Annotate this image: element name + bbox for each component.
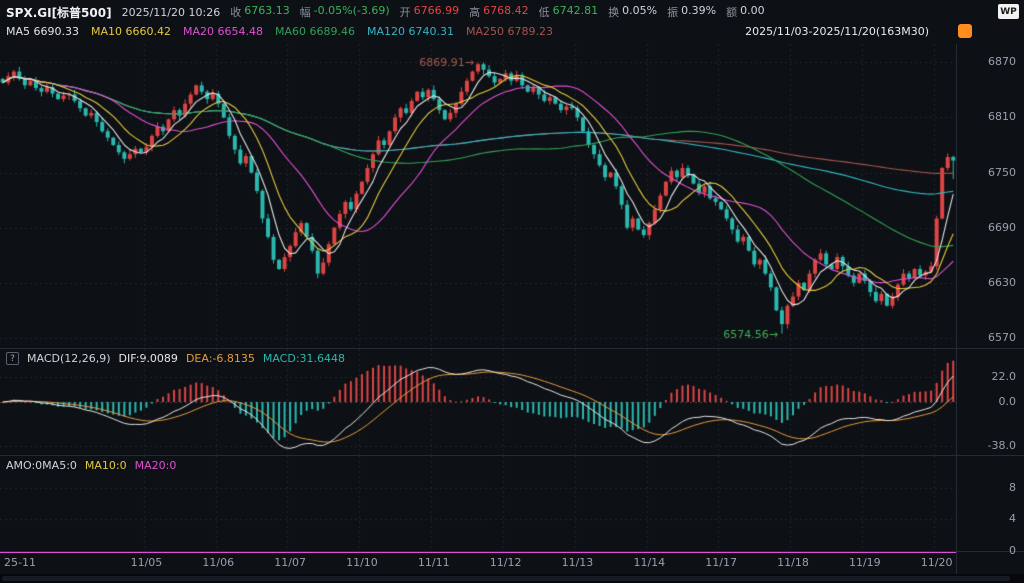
ma-indicator-row: MA5 6690.33 MA10 6660.42 MA20 6654.48 MA60 … [6, 23, 553, 39]
quote-field: 换 0.05% [608, 4, 658, 19]
macd-panel-canvas[interactable] [0, 349, 956, 455]
date-label: 11/10 [346, 556, 378, 569]
date-label: 11/18 [777, 556, 809, 569]
symbol-name[interactable]: SPX.GI[标普500] [6, 5, 112, 20]
panel-divider [0, 348, 1024, 349]
ma-label: MA120 6740.31 [367, 24, 454, 38]
axis-label: 6690 [988, 221, 1016, 234]
ma-label: MA60 6689.46 [275, 24, 355, 38]
scrollbar-track[interactable] [0, 574, 1024, 583]
date-label: 11/19 [848, 556, 881, 569]
date-label: 11/11 [417, 556, 450, 569]
ma-label: MA20 6654.48 [183, 24, 263, 38]
ma-label: MA5 6690.33 [6, 24, 79, 38]
quote-field: 开 6766.99 [399, 4, 460, 19]
axis-label: 6810 [988, 110, 1016, 123]
axis-label: 6870 [988, 55, 1016, 68]
date-label: 11/06 [202, 556, 235, 569]
ma-label: MA250 6789.23 [466, 24, 553, 38]
axis-label: 4 [1009, 512, 1016, 525]
quote-datetime: 2025/11/20 10:26 [121, 5, 221, 19]
date-label: 11/13 [561, 556, 594, 569]
quote-field: 高 6768.42 [469, 4, 529, 19]
scrollbar-thumb[interactable] [2, 576, 1010, 581]
axis-divider [956, 44, 957, 574]
quote-field: 振 0.39% [667, 4, 717, 19]
axis-label: 6630 [988, 276, 1016, 289]
date-label: 11/12 [489, 556, 522, 569]
wp-logo: WP [998, 4, 1019, 19]
quote-field: 低 6742.81 [538, 4, 599, 19]
axis-label: 22.0 [991, 370, 1017, 383]
panel-divider [0, 455, 1024, 456]
date-label: 11/14 [633, 556, 666, 569]
ma-label: MA10 6660.42 [91, 24, 171, 38]
date-label: 11/20 [920, 556, 953, 569]
quote-header: SPX.GI[标普500] 2025/11/20 10:26 收 6763.13 幅… [6, 3, 765, 21]
date-range-label: 2025/11/03-2025/11/20(163M30) [745, 25, 929, 38]
quote-field: 幅 -0.05%(-3.69) [299, 4, 390, 19]
axis-label: 6750 [988, 166, 1016, 179]
app-orange-icon[interactable] [958, 24, 972, 38]
axis-label: 0.0 [998, 395, 1017, 408]
quote-field: 额 0.00 [726, 4, 765, 19]
axis-label: -38.0 [987, 439, 1016, 452]
candlestick-chart-canvas[interactable] [0, 44, 956, 348]
time-axis: 25-11 11/05 11/06 11/07 11/10 11/11 11/12 11/13… [0, 556, 1024, 572]
date-label: 11/17 [705, 556, 737, 569]
quote-fields: 收 6763.13 幅 -0.05%(-3.69) 开 6766.99 高 6768.42 低 6… [230, 4, 764, 20]
axis-label: 0 [1009, 544, 1016, 557]
date-label: 11/07 [274, 556, 306, 569]
volume-panel-canvas[interactable] [0, 456, 956, 551]
date-label: 25-11 [4, 556, 36, 569]
volume-ma20-zero-line [0, 552, 956, 553]
axis-label: 8 [1009, 481, 1016, 494]
axis-label: 6570 [988, 331, 1016, 344]
panel-divider [0, 551, 1024, 552]
date-label: 11/05 [130, 556, 163, 569]
quote-field: 收 6763.13 [230, 4, 290, 19]
